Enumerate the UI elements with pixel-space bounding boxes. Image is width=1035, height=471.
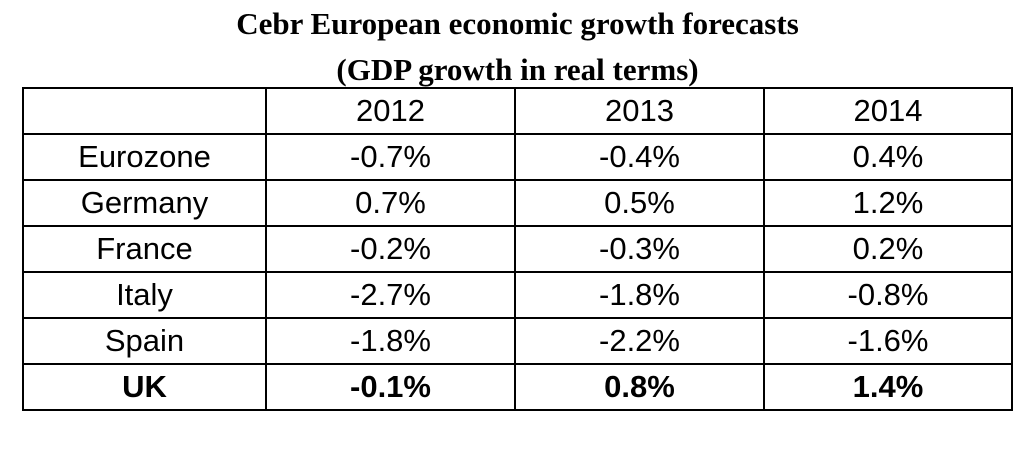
row-label: Italy — [22, 271, 267, 319]
table-row-germany: Germany 0.7% 0.5% 1.2% — [22, 179, 1013, 227]
value-cell: 0.7% — [265, 179, 516, 227]
value-cell: -2.2% — [514, 317, 765, 365]
header-cell-country — [22, 87, 267, 135]
chart-subtitle: (GDP growth in real terms) — [336, 52, 699, 87]
value-cell: 1.4% — [763, 363, 1013, 411]
value-cell: 0.5% — [514, 179, 765, 227]
value-cell: -0.2% — [265, 225, 516, 273]
growth-forecast-table: 2012 2013 2014 Eurozone -0.7% -0.4% 0.4%… — [22, 87, 1013, 411]
header-cell-2013: 2013 — [514, 87, 765, 135]
value-cell: -0.8% — [763, 271, 1013, 319]
value-cell: -1.8% — [514, 271, 765, 319]
row-label: Germany — [22, 179, 267, 227]
value-cell: -2.7% — [265, 271, 516, 319]
table-row-uk: UK -0.1% 0.8% 1.4% — [22, 363, 1013, 411]
header-cell-2014: 2014 — [763, 87, 1013, 135]
table-row-italy: Italy -2.7% -1.8% -0.8% — [22, 271, 1013, 319]
table-row-france: France -0.2% -0.3% 0.2% — [22, 225, 1013, 273]
value-cell: -0.1% — [265, 363, 516, 411]
table-row-spain: Spain -1.8% -2.2% -1.6% — [22, 317, 1013, 365]
header-cell-2012: 2012 — [265, 87, 516, 135]
row-label: UK — [22, 363, 267, 411]
value-cell: -0.4% — [514, 133, 765, 181]
table-header-row: 2012 2013 2014 — [22, 87, 1013, 135]
value-cell: -0.3% — [514, 225, 765, 273]
value-cell: 0.4% — [763, 133, 1013, 181]
value-cell: 1.2% — [763, 179, 1013, 227]
chart-title: Cebr European economic growth forecasts — [236, 6, 799, 41]
row-label: Eurozone — [22, 133, 267, 181]
table-row-eurozone: Eurozone -0.7% -0.4% 0.4% — [22, 133, 1013, 181]
value-cell: 0.8% — [514, 363, 765, 411]
row-label: Spain — [22, 317, 267, 365]
value-cell: 0.2% — [763, 225, 1013, 273]
value-cell: -1.6% — [763, 317, 1013, 365]
row-label: France — [22, 225, 267, 273]
value-cell: -1.8% — [265, 317, 516, 365]
value-cell: -0.7% — [265, 133, 516, 181]
